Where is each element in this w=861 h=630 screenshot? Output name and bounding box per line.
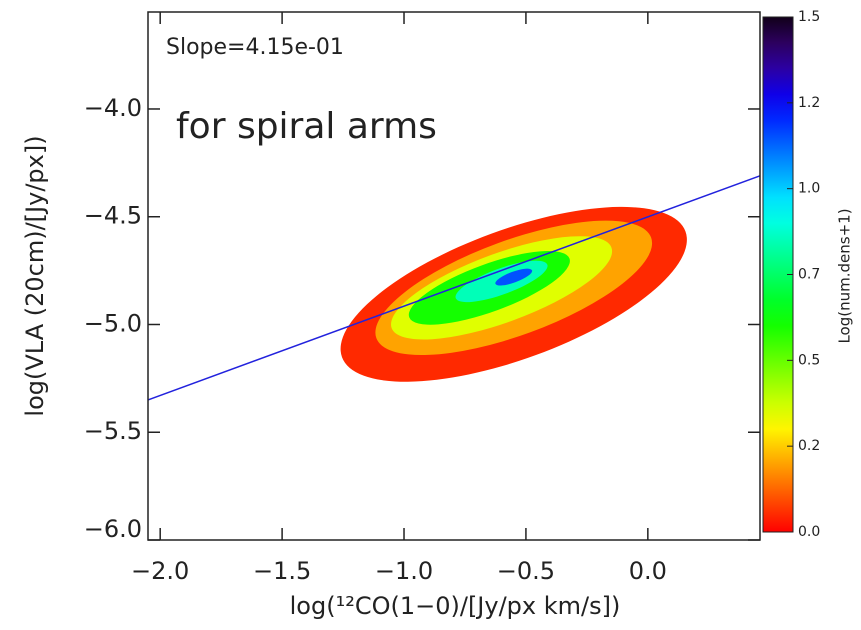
colorbar-tick-label: 0.7 (798, 267, 820, 283)
colorbar-tick-label: 0.5 (798, 352, 820, 368)
x-tick-label: −1.5 (253, 557, 311, 585)
density-map (340, 206, 687, 382)
density-region (495, 268, 533, 286)
colorbar-tick-label: 1.2 (798, 95, 820, 111)
x-tick-label: −1.0 (375, 557, 433, 585)
x-axis-label: log(¹²CO(1−0)/[Jy/px km/s]) (290, 592, 621, 620)
annotation: for spiral arms (176, 106, 437, 147)
colorbar-tick-label: 0.0 (798, 524, 820, 540)
fit-line (147, 175, 761, 401)
colorbar-tick-label: 1.0 (798, 181, 820, 197)
annotation: Slope=4.15e-01 (166, 35, 344, 60)
plot-frame (147, 11, 761, 541)
y-tick-label: −5.5 (84, 417, 142, 445)
x-tick-label: 0.0 (629, 557, 667, 585)
x-tick-label: −0.5 (497, 557, 555, 585)
y-tick-label: −4.0 (84, 94, 142, 122)
y-tick-label: −6.0 (84, 515, 142, 543)
colorbar-tick-label: 1.5 (798, 9, 820, 25)
colorbar-tick-label: 0.2 (798, 438, 820, 454)
x-tick-label: −2.0 (131, 557, 189, 585)
y-tick-label: −4.5 (84, 202, 142, 230)
y-axis-label: log(VLA (20cm)/[Jy/px]) (21, 135, 49, 416)
colorbar-label: Log(num.dens+1) (836, 208, 854, 343)
y-tick-label: −5.0 (84, 309, 142, 337)
